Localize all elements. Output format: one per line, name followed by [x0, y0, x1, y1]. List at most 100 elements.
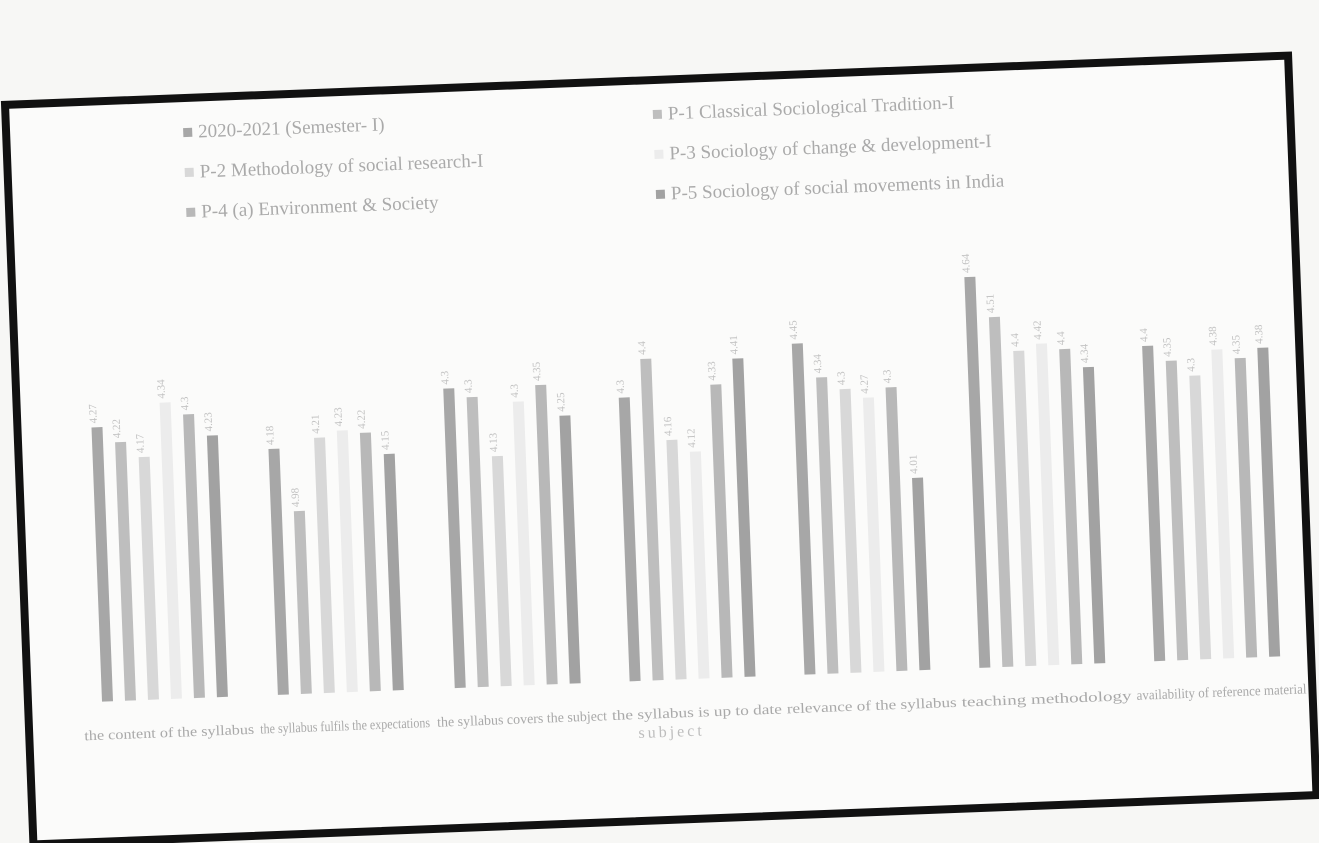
data-label-4-1: 4.3 — [615, 379, 628, 394]
data-label-6-6: 4.34 — [1078, 343, 1091, 363]
data-label-7-2: 4.35 — [1161, 337, 1174, 357]
data-label-1-6: 4.23 — [202, 412, 215, 432]
data-label-3-3: 4.13 — [487, 432, 500, 452]
bar-6-4 — [1035, 343, 1060, 666]
legend-swatch-4 — [654, 149, 664, 160]
data-label-6-5: 4.4 — [1055, 331, 1068, 346]
data-labels-layer: 4.27 4.22 4.17 4.34 4.3 4.23 4.18 4.98 4.21 4.23 4… — [87, 253, 1266, 507]
data-label-1-4: 4.34 — [155, 379, 168, 399]
bar-1-3 — [138, 456, 159, 700]
legend-swatch-2 — [652, 109, 663, 120]
bar-2-2 — [293, 510, 312, 694]
bar-5-5 — [885, 387, 908, 672]
category-label-7: availability of reference material — [1136, 682, 1307, 704]
bar-4-6 — [732, 358, 756, 677]
bar-2-3 — [314, 437, 335, 694]
legend-swatch-6 — [655, 189, 666, 199]
bar-6-3 — [1013, 350, 1037, 667]
data-label-3-1: 4.3 — [439, 370, 452, 385]
bar-6-2 — [988, 316, 1014, 668]
bar-5-6 — [912, 477, 931, 671]
data-label-4-2: 4.4 — [636, 340, 649, 355]
category-label-6: teaching methodology — [961, 689, 1131, 711]
data-label-7-3: 4.3 — [1185, 357, 1198, 372]
bar-1-4 — [159, 402, 182, 699]
legend-swatch-5 — [186, 207, 196, 218]
bar-2-1 — [268, 448, 289, 695]
data-label-6-3: 4.4 — [1009, 332, 1022, 347]
bar-3-6 — [559, 415, 581, 684]
bar-1-1 — [91, 427, 114, 702]
data-label-3-4: 4.3 — [509, 383, 522, 398]
data-label-2-6: 4.15 — [379, 430, 392, 450]
bar-7-4 — [1211, 349, 1235, 659]
data-label-5-3: 4.3 — [835, 371, 848, 386]
data-label-3-2: 4.3 — [462, 379, 475, 394]
data-label-4-5: 4.33 — [706, 361, 719, 381]
data-label-1-5: 4.3 — [179, 396, 192, 411]
data-label-2-3: 4.21 — [310, 414, 323, 434]
bar-7-1 — [1142, 345, 1166, 662]
bar-4-3 — [666, 439, 687, 680]
data-label-3-5: 4.35 — [531, 361, 544, 381]
data-label-7-4: 4.38 — [1207, 326, 1220, 346]
bar-4-5 — [710, 384, 733, 678]
bar-5-3 — [839, 388, 862, 673]
data-label-1-3: 4.17 — [134, 433, 147, 453]
legend-swatch-1 — [183, 127, 193, 138]
category-label-2: the syllabus fulfils the expectations — [260, 716, 430, 738]
bar-6-5 — [1059, 348, 1083, 665]
bar-3-2 — [466, 396, 489, 688]
category-labels: the content of the syllabus the syllabus … — [84, 682, 1307, 744]
bar-6-6 — [1082, 366, 1106, 664]
data-label-7-6: 4.38 — [1253, 324, 1266, 344]
bar-5-1 — [791, 343, 816, 675]
category-label-3: the syllabus covers the subject — [437, 709, 608, 731]
data-label-5-2: 4.34 — [812, 353, 825, 373]
data-label-2-2: 4.98 — [289, 487, 302, 507]
bar-3-1 — [443, 388, 466, 689]
bar-5-2 — [816, 377, 839, 674]
legend-swatch-3 — [184, 167, 194, 178]
bar-7-2 — [1165, 360, 1189, 661]
bar-1-6 — [206, 435, 228, 698]
data-label-1-1: 4.27 — [87, 403, 100, 423]
data-label-6-2: 4.51 — [985, 294, 998, 314]
data-label-3-6: 4.25 — [555, 392, 568, 412]
bar-1-2 — [115, 441, 136, 701]
bar-2-6 — [383, 453, 404, 691]
data-label-5-4: 4.27 — [859, 374, 872, 394]
bar-3-5 — [535, 384, 558, 685]
bar-5-4 — [862, 397, 885, 672]
data-label-2-5: 4.22 — [356, 409, 369, 429]
bar-2-4 — [336, 430, 358, 693]
data-label-7-1: 4.4 — [1138, 327, 1151, 342]
category-label-4: the syllabus is up to date — [612, 703, 782, 725]
data-label-7-5: 4.35 — [1230, 334, 1243, 354]
data-label-4-6: 4.41 — [728, 335, 741, 355]
bar-4-2 — [640, 358, 664, 681]
data-label-2-4: 4.23 — [332, 407, 345, 427]
bar-7-3 — [1189, 375, 1212, 660]
bar-3-3 — [491, 455, 512, 687]
category-label-1: the content of the syllabus — [84, 723, 254, 745]
bars-layer — [91, 276, 1281, 702]
bar-3-4 — [512, 401, 535, 686]
data-label-6-4: 4.42 — [1032, 320, 1045, 340]
bar-4-1 — [618, 397, 641, 682]
bar-7-5 — [1234, 357, 1258, 658]
data-label-6-1: 4.64 — [960, 253, 973, 273]
data-label-2-1: 4.18 — [264, 425, 277, 445]
data-label-4-3: 4.16 — [662, 416, 675, 436]
bar-6-1 — [964, 276, 991, 668]
data-label-1-2: 4.22 — [111, 419, 124, 439]
x-axis-title: subject — [638, 723, 705, 743]
bar-4-4 — [689, 451, 710, 679]
data-label-5-1: 4.45 — [787, 320, 800, 340]
bar-2-5 — [359, 432, 381, 692]
category-label-5: relevance of the syllabus — [787, 696, 957, 718]
data-label-5-6: 4.01 — [908, 454, 921, 474]
bar-7-6 — [1257, 347, 1281, 657]
bar-1-5 — [183, 414, 205, 699]
